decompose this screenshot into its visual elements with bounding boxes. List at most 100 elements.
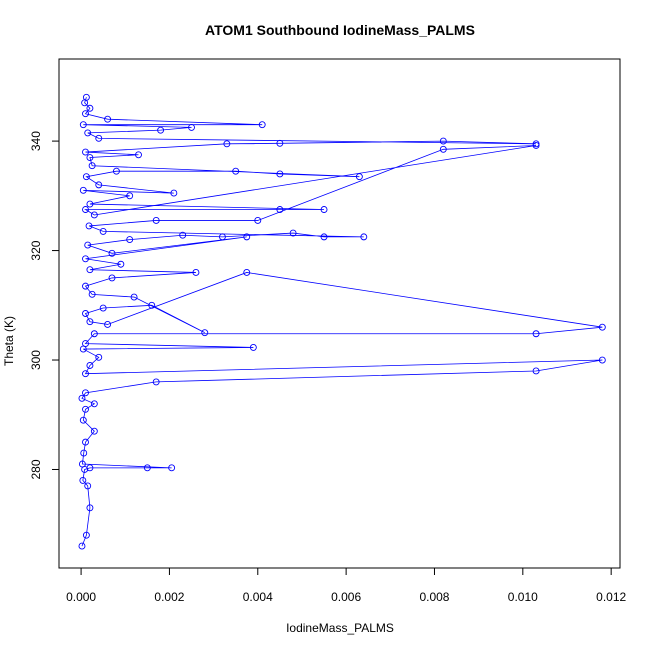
- data-point: [108, 249, 116, 257]
- data-point: [360, 233, 368, 241]
- y-tick-label: 280: [29, 459, 43, 479]
- data-point: [84, 129, 92, 137]
- y-tick-label: 320: [29, 240, 43, 260]
- data-point: [80, 449, 88, 457]
- data-point: [95, 353, 103, 361]
- y-axis: 280 300 320 340: [29, 131, 60, 479]
- data-point: [148, 301, 156, 309]
- data-point: [84, 241, 92, 249]
- data-point: [276, 170, 284, 178]
- x-tick-label: 0.004: [243, 590, 273, 604]
- data-point: [135, 151, 142, 159]
- data-point: [320, 233, 328, 241]
- data-point: [82, 110, 89, 118]
- data-point: [254, 217, 262, 224]
- x-tick-label: 0.006: [331, 590, 361, 604]
- data-point: [88, 162, 96, 170]
- data-point: [143, 464, 151, 472]
- data-point: [157, 126, 165, 134]
- data-point: [112, 167, 120, 175]
- data-point: [126, 192, 134, 200]
- data-point: [86, 464, 94, 472]
- data-point: [86, 200, 94, 208]
- chart-title: ATOM1 Southbound IodineMass_PALMS: [205, 22, 475, 38]
- data-point: [90, 400, 98, 408]
- data-point: [117, 260, 125, 268]
- data-point: [532, 140, 540, 148]
- data-point: [82, 389, 89, 397]
- data-point: [439, 145, 447, 153]
- data-point: [99, 227, 107, 235]
- x-tick-label: 0.012: [596, 590, 626, 604]
- data-point: [82, 370, 89, 378]
- x-axis-title: IodineMass_PALMS: [286, 621, 394, 635]
- data-point: [108, 274, 116, 282]
- data-point: [168, 464, 176, 472]
- data-point: [289, 229, 297, 237]
- data-point: [79, 186, 87, 194]
- data-point: [86, 362, 94, 369]
- data-point: [78, 460, 86, 468]
- data-point: [82, 173, 90, 181]
- data-point: [355, 173, 363, 181]
- data-point: [79, 416, 87, 424]
- data-point: [99, 304, 107, 312]
- data-point: [598, 356, 606, 364]
- data-point: [86, 104, 94, 112]
- x-tick-label: 0.008: [419, 590, 449, 604]
- data-point: [532, 330, 540, 338]
- data-point: [90, 211, 98, 219]
- data-point: [82, 282, 89, 290]
- data-point: [179, 231, 187, 239]
- data-point: [79, 476, 87, 484]
- data-point: [320, 206, 328, 213]
- data-point: [82, 310, 89, 317]
- data-point: [598, 323, 606, 331]
- data-point: [232, 167, 240, 175]
- data-point: [170, 189, 178, 197]
- data-point: [82, 148, 89, 156]
- data-point: [86, 504, 94, 512]
- data-point: [90, 330, 98, 338]
- data-point: [532, 367, 540, 375]
- x-tick-label: 0.000: [66, 590, 96, 604]
- data-point: [223, 140, 231, 148]
- data-point: [439, 137, 447, 145]
- data-point: [82, 93, 90, 101]
- data-point: [82, 255, 89, 263]
- plot-area: [78, 93, 606, 550]
- data-point: [95, 181, 103, 189]
- data-point: [188, 123, 195, 131]
- y-axis-title: Theta (K): [2, 316, 16, 366]
- data-point: [152, 378, 160, 386]
- data-point: [243, 269, 251, 276]
- data-point: [88, 290, 96, 298]
- data-point: [276, 206, 284, 213]
- data-point: [192, 269, 200, 276]
- data-point: [126, 236, 134, 244]
- data-point: [276, 139, 284, 147]
- data-point: [104, 115, 112, 123]
- data-point: [82, 531, 90, 539]
- data-point: [78, 542, 86, 550]
- data-point: [249, 343, 257, 351]
- data-point: [86, 318, 94, 326]
- data-point: [82, 438, 89, 446]
- data-point: [85, 222, 93, 230]
- data-point: [130, 293, 138, 301]
- data-point: [243, 233, 251, 241]
- data-point: [104, 321, 112, 328]
- data-point: [218, 233, 226, 241]
- x-tick-label: 0.002: [154, 590, 184, 604]
- data-point: [201, 329, 209, 337]
- data-point: [86, 266, 94, 274]
- data-point: [258, 121, 266, 129]
- y-tick-label: 340: [29, 131, 43, 151]
- data-point: [84, 482, 92, 490]
- data-point: [152, 217, 160, 224]
- data-point: [78, 394, 86, 402]
- y-tick-label: 300: [29, 350, 43, 370]
